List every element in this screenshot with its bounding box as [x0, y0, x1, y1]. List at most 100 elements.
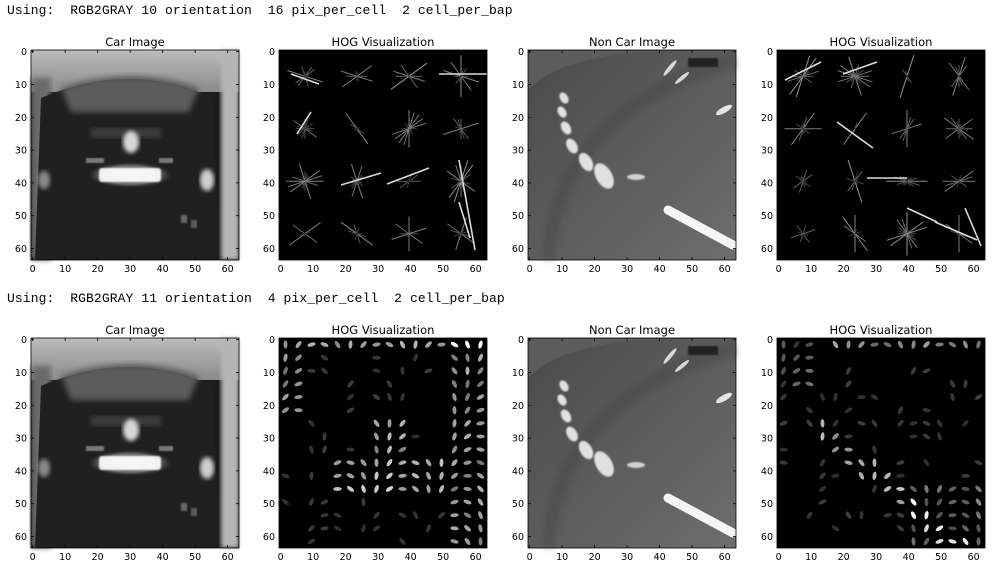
- row2-panel4-ytick-label: 50: [761, 499, 773, 510]
- row1-panel1-xtick-label: 10: [59, 264, 71, 275]
- row2-panel4-image: [777, 338, 985, 548]
- row1-panel2-xtick-label: 0: [278, 264, 284, 275]
- row2-panel4-ytick-label: 60: [761, 532, 773, 543]
- row2-panel4-xtick-label: 10: [805, 552, 817, 563]
- row2-panel2-xtick-label: 60: [470, 552, 482, 563]
- row1-panel2-xtick-label: 10: [307, 264, 319, 275]
- row2-panel3-image: [528, 337, 738, 549]
- row1-panel4-ytick-label: 40: [761, 178, 773, 189]
- row1-panel4-ytick-label: 20: [761, 113, 773, 124]
- row1-panel1-ytick-label: 40: [15, 178, 27, 189]
- row2-panel4-xtick-label: 40: [903, 552, 915, 563]
- row2-panel2-xtick-label: 10: [307, 552, 319, 563]
- row1-panel1-image: [31, 50, 239, 260]
- row2-panel2-ytick-label: 0: [269, 335, 275, 346]
- row1-panel2-ytick-label: 0: [269, 47, 275, 58]
- row2-panel4-xtick-label: 30: [870, 552, 882, 563]
- row1-panel1-frame: [30, 49, 240, 261]
- row1-panel4-xtick-label: 30: [870, 264, 882, 275]
- row1-panel3-frame: [527, 49, 737, 261]
- row2-panel2-image: [279, 338, 487, 548]
- row2-panel2-frame: [278, 337, 488, 549]
- row1-panel2-ytick-label: 30: [263, 146, 275, 157]
- row1-panel4-xtick-label: 0: [776, 264, 782, 275]
- row1-panel4-xtick-label: 50: [935, 264, 947, 275]
- row2-panel1-ytick-label: 60: [15, 532, 27, 543]
- row1-panel3-xtick-label: 60: [719, 264, 731, 275]
- row1-panel3-image: [528, 49, 738, 261]
- row2-panel4-frame: [776, 337, 986, 549]
- row1-panel1-xtick-label: 20: [92, 264, 104, 275]
- row2-panel3-xtick-label: 10: [556, 552, 568, 563]
- row1-panel3-ytick-label: 10: [512, 80, 524, 91]
- row2-panel4-xtick-label: 60: [968, 552, 980, 563]
- row1-panel3-xtick-label: 0: [527, 264, 533, 275]
- row2-panel2-ytick-label: 40: [263, 466, 275, 477]
- row2-panel3-ytick-label: 50: [512, 499, 524, 510]
- row2-panel3-xtick-label: 30: [621, 552, 633, 563]
- row2-panel1-xtick-label: 20: [92, 552, 104, 563]
- row1-panel2-xtick-label: 30: [372, 264, 384, 275]
- row1-panel1-xtick-label: 40: [157, 264, 169, 275]
- row2-panel1-xtick-label: 60: [222, 552, 234, 563]
- row2-panel2-ytick-label: 30: [263, 434, 275, 445]
- row2-panel3-ytick-label: 30: [512, 434, 524, 445]
- row2-panel2-title: HOG Visualization: [332, 323, 435, 337]
- row2-panel2-ytick-label: 20: [263, 401, 275, 412]
- row2-panel4-title: HOG Visualization: [830, 323, 933, 337]
- row1-panel1-xtick-label: 50: [189, 264, 201, 275]
- row2-panel1-xtick-label: 10: [59, 552, 71, 563]
- row2-panel1-xtick-label: 40: [157, 552, 169, 563]
- row1-panel4-frame: [776, 49, 986, 261]
- row1-panel3-ytick-label: 30: [512, 146, 524, 157]
- row1-panel4-xtick-label: 60: [968, 264, 980, 275]
- row2-panel3-xtick-label: 0: [527, 552, 533, 563]
- row1-panel4-ytick-label: 30: [761, 146, 773, 157]
- row2-panel3-xtick-label: 50: [686, 552, 698, 563]
- row1-panel2-xtick-label: 40: [405, 264, 417, 275]
- row2-panel1-ytick-label: 10: [15, 368, 27, 379]
- params-line-1: Using: RGB2GRAY 10 orientation 16 pix_pe…: [7, 3, 513, 18]
- row2-panel4-ytick-label: 20: [761, 401, 773, 412]
- row2-panel2-xtick-label: 30: [372, 552, 384, 563]
- row2-panel4-xtick-label: 20: [838, 552, 850, 563]
- row1-panel3-ytick-label: 20: [512, 113, 524, 124]
- row1-panel4-ytick-label: 60: [761, 244, 773, 255]
- row2-panel3-ytick-label: 0: [518, 335, 524, 346]
- row1-panel4-xtick-label: 10: [805, 264, 817, 275]
- row2-panel1-xtick-label: 0: [30, 552, 36, 563]
- row1-panel1-ytick-label: 60: [15, 244, 27, 255]
- row1-panel2-image: [279, 50, 487, 260]
- row2-panel2-ytick-label: 50: [263, 499, 275, 510]
- row1-panel4-ytick-label: 10: [761, 80, 773, 91]
- row2-panel4-xtick-label: 50: [935, 552, 947, 563]
- row1-panel1-ytick-label: 10: [15, 80, 27, 91]
- row1-panel4-image: [777, 50, 985, 260]
- row1-panel1-ytick-label: 50: [15, 211, 27, 222]
- row1-panel2-ytick-label: 10: [263, 80, 275, 91]
- row1-panel3-ytick-label: 60: [512, 244, 524, 255]
- row2-panel4-xtick-label: 0: [776, 552, 782, 563]
- row1-panel1-xtick-label: 0: [30, 264, 36, 275]
- row1-panel4-xtick-label: 20: [838, 264, 850, 275]
- row1-panel1-ytick-label: 0: [21, 47, 27, 58]
- row2-panel1-ytick-label: 40: [15, 466, 27, 477]
- row1-panel3-xtick-label: 10: [556, 264, 568, 275]
- row2-panel4-ytick-label: 40: [761, 466, 773, 477]
- params-line-2: Using: RGB2GRAY 11 orientation 4 pix_per…: [7, 291, 505, 306]
- row2-panel3-ytick-label: 60: [512, 532, 524, 543]
- row1-panel3-title: Non Car Image: [589, 35, 675, 49]
- row2-panel1-ytick-label: 0: [21, 335, 27, 346]
- row1-panel3-ytick-label: 0: [518, 47, 524, 58]
- row1-panel3-xtick-label: 40: [654, 264, 666, 275]
- row2-panel4-ytick-label: 10: [761, 368, 773, 379]
- row1-panel3-xtick-label: 30: [621, 264, 633, 275]
- row2-panel3-xtick-label: 60: [719, 552, 731, 563]
- row1-panel3-ytick-label: 50: [512, 211, 524, 222]
